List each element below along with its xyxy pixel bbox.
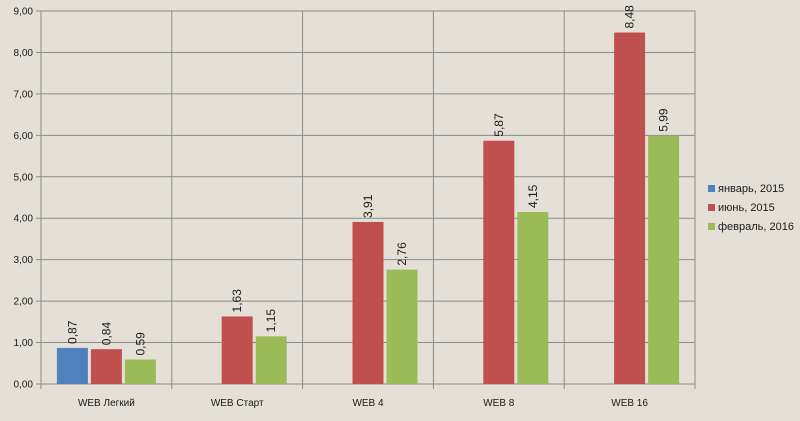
y-tick-label: 9,00	[14, 7, 34, 18]
data-label: 4,15	[526, 184, 540, 208]
data-label: 8,48	[623, 5, 637, 29]
bar	[386, 269, 418, 384]
grid-lines	[40, 11, 696, 389]
data-label: 3,91	[361, 194, 375, 218]
data-label: 2,76	[395, 242, 409, 266]
bar	[614, 32, 646, 384]
bar	[90, 349, 122, 384]
x-category-label: WEB 16	[611, 398, 648, 409]
bars	[56, 32, 680, 384]
data-label: 0,84	[99, 322, 113, 346]
y-tick-label: 2,00	[14, 297, 34, 308]
data-label: 1,63	[230, 289, 244, 313]
x-category-label: WEB Старт	[211, 398, 264, 409]
y-tick-label: 8,00	[14, 48, 34, 59]
legend-swatch	[708, 223, 715, 230]
y-tick-label: 4,00	[14, 214, 34, 225]
bar	[483, 140, 515, 384]
y-tick-label: 3,00	[14, 255, 34, 266]
x-category-label: WEB 8	[483, 398, 515, 409]
bar	[221, 316, 253, 384]
bar	[56, 347, 88, 384]
bar	[124, 359, 156, 384]
bar	[255, 336, 287, 384]
y-axis-ticks: 0,00 1,00 2,00 3,00 4,00 5,00 6,00 7,00 8,00 9,00	[14, 7, 41, 391]
legend-entry: январь, 2015	[718, 183, 784, 195]
y-tick-label: 1,00	[14, 338, 34, 349]
data-label: 5,87	[492, 113, 506, 137]
data-labels: 0,87 0,84 0,59 1,63 1,15 3,91 2,76 5,87 4,15 8,48…	[65, 5, 670, 356]
y-tick-label: 0,00	[14, 380, 34, 391]
data-label: 1,15	[264, 309, 278, 333]
legend-entry: июнь, 2015	[718, 202, 775, 214]
data-label: 0,87	[65, 320, 79, 344]
x-axis-categories: WEB Легкий WEB Старт WEB 4 WEB 8 WEB 16	[78, 398, 648, 409]
data-label: 5,99	[657, 108, 671, 132]
bar	[352, 221, 384, 384]
y-tick-label: 5,00	[14, 172, 34, 183]
y-tick-label: 7,00	[14, 89, 34, 100]
data-label: 0,59	[133, 332, 147, 356]
bar	[517, 212, 549, 384]
legend-swatch	[708, 185, 715, 192]
legend-swatch	[708, 204, 715, 211]
legend-entry: февраль, 2016	[718, 221, 794, 233]
legend: январь, 2015 июнь, 2015 февраль, 2016	[708, 183, 794, 233]
x-category-label: WEB 4	[352, 398, 384, 409]
x-category-label: WEB Легкий	[78, 398, 135, 409]
bar	[648, 135, 680, 384]
y-tick-label: 6,00	[14, 131, 34, 142]
